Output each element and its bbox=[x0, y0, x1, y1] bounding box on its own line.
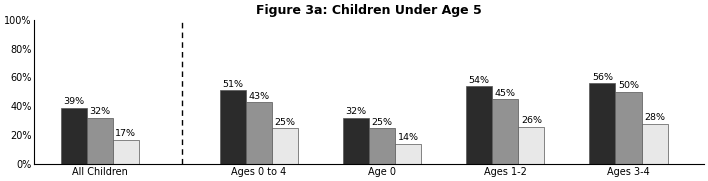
Text: 17%: 17% bbox=[115, 129, 136, 138]
Text: 32%: 32% bbox=[89, 108, 110, 116]
Text: 14%: 14% bbox=[398, 133, 418, 142]
Bar bbox=[369, 128, 395, 164]
Bar bbox=[589, 83, 615, 164]
Bar bbox=[86, 118, 113, 164]
Text: 43%: 43% bbox=[249, 92, 270, 101]
Text: 32%: 32% bbox=[346, 108, 367, 116]
Text: 25%: 25% bbox=[275, 117, 296, 127]
Bar bbox=[641, 124, 668, 164]
Text: 54%: 54% bbox=[469, 76, 490, 85]
Text: 25%: 25% bbox=[372, 117, 393, 127]
Bar bbox=[615, 92, 641, 164]
Text: 50%: 50% bbox=[618, 81, 639, 90]
Bar bbox=[343, 118, 369, 164]
Bar bbox=[246, 102, 272, 164]
Text: 26%: 26% bbox=[521, 116, 542, 125]
Bar bbox=[220, 90, 246, 164]
Text: 39%: 39% bbox=[63, 97, 84, 106]
Bar bbox=[60, 108, 86, 164]
Text: 51%: 51% bbox=[222, 80, 244, 89]
Text: 28%: 28% bbox=[644, 113, 665, 122]
Bar bbox=[272, 128, 298, 164]
Bar bbox=[518, 127, 544, 164]
Text: 45%: 45% bbox=[495, 89, 516, 98]
Bar bbox=[466, 86, 492, 164]
Bar bbox=[395, 144, 421, 164]
Bar bbox=[113, 140, 139, 164]
Text: 56%: 56% bbox=[592, 73, 613, 82]
Bar bbox=[492, 99, 518, 164]
Title: Figure 3a: Children Under Age 5: Figure 3a: Children Under Age 5 bbox=[256, 4, 482, 17]
